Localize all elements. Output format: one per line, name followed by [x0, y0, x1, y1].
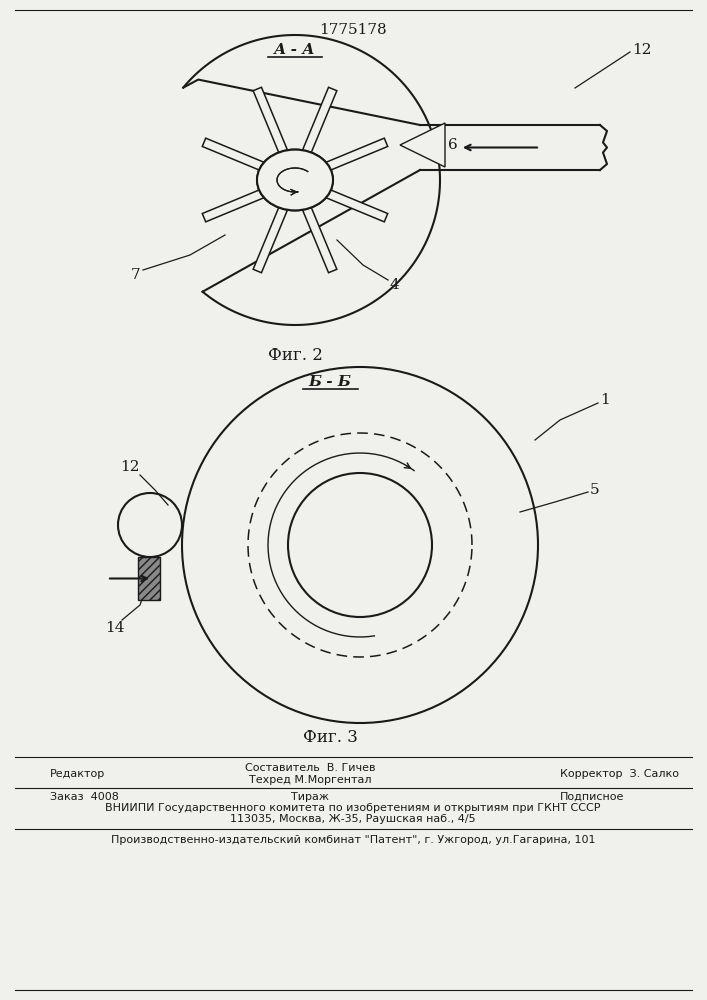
Text: 4: 4 — [390, 278, 399, 292]
Polygon shape — [320, 138, 387, 173]
Polygon shape — [320, 187, 387, 222]
Polygon shape — [202, 187, 270, 222]
Text: Фиг. 2: Фиг. 2 — [267, 347, 322, 363]
Text: 113035, Москва, Ж-35, Раушская наб., 4/5: 113035, Москва, Ж-35, Раушская наб., 4/5 — [230, 814, 476, 824]
Text: Тираж: Тираж — [291, 792, 329, 802]
Circle shape — [182, 367, 538, 723]
Circle shape — [118, 493, 182, 557]
Text: 1775178: 1775178 — [319, 23, 387, 37]
Text: Подписное: Подписное — [560, 792, 624, 802]
Text: Производственно-издательский комбинат "Патент", г. Ужгород, ул.Гагарина, 101: Производственно-издательский комбинат "П… — [111, 835, 595, 845]
Text: А - А: А - А — [274, 43, 316, 57]
Text: 12: 12 — [120, 460, 140, 474]
Text: Корректор  З. Салко: Корректор З. Салко — [560, 769, 679, 779]
Text: 6: 6 — [448, 138, 457, 152]
Bar — [138, 557, 160, 600]
Text: Фиг. 3: Фиг. 3 — [303, 728, 358, 746]
Text: Б - Б: Б - Б — [308, 375, 351, 389]
Polygon shape — [302, 205, 337, 273]
Text: Редактор: Редактор — [50, 769, 105, 779]
Text: 7: 7 — [130, 268, 140, 282]
Text: 1: 1 — [600, 393, 609, 407]
Polygon shape — [253, 87, 288, 155]
Text: 5: 5 — [590, 483, 600, 497]
Text: Техред М.Моргентал: Техред М.Моргентал — [249, 775, 371, 785]
Text: Составитель  В. Гичев: Составитель В. Гичев — [245, 763, 375, 773]
Text: ВНИИПИ Государственного комитета по изобретениям и открытиям при ГКНТ СССР: ВНИИПИ Государственного комитета по изоб… — [105, 803, 601, 813]
Polygon shape — [253, 205, 288, 273]
Text: 12: 12 — [632, 43, 651, 57]
Polygon shape — [400, 123, 445, 167]
Polygon shape — [202, 138, 270, 173]
Circle shape — [288, 473, 432, 617]
Ellipse shape — [257, 150, 333, 210]
Text: 14: 14 — [105, 621, 124, 635]
Polygon shape — [302, 87, 337, 155]
Text: Заказ  4008: Заказ 4008 — [50, 792, 119, 802]
Ellipse shape — [257, 150, 333, 210]
